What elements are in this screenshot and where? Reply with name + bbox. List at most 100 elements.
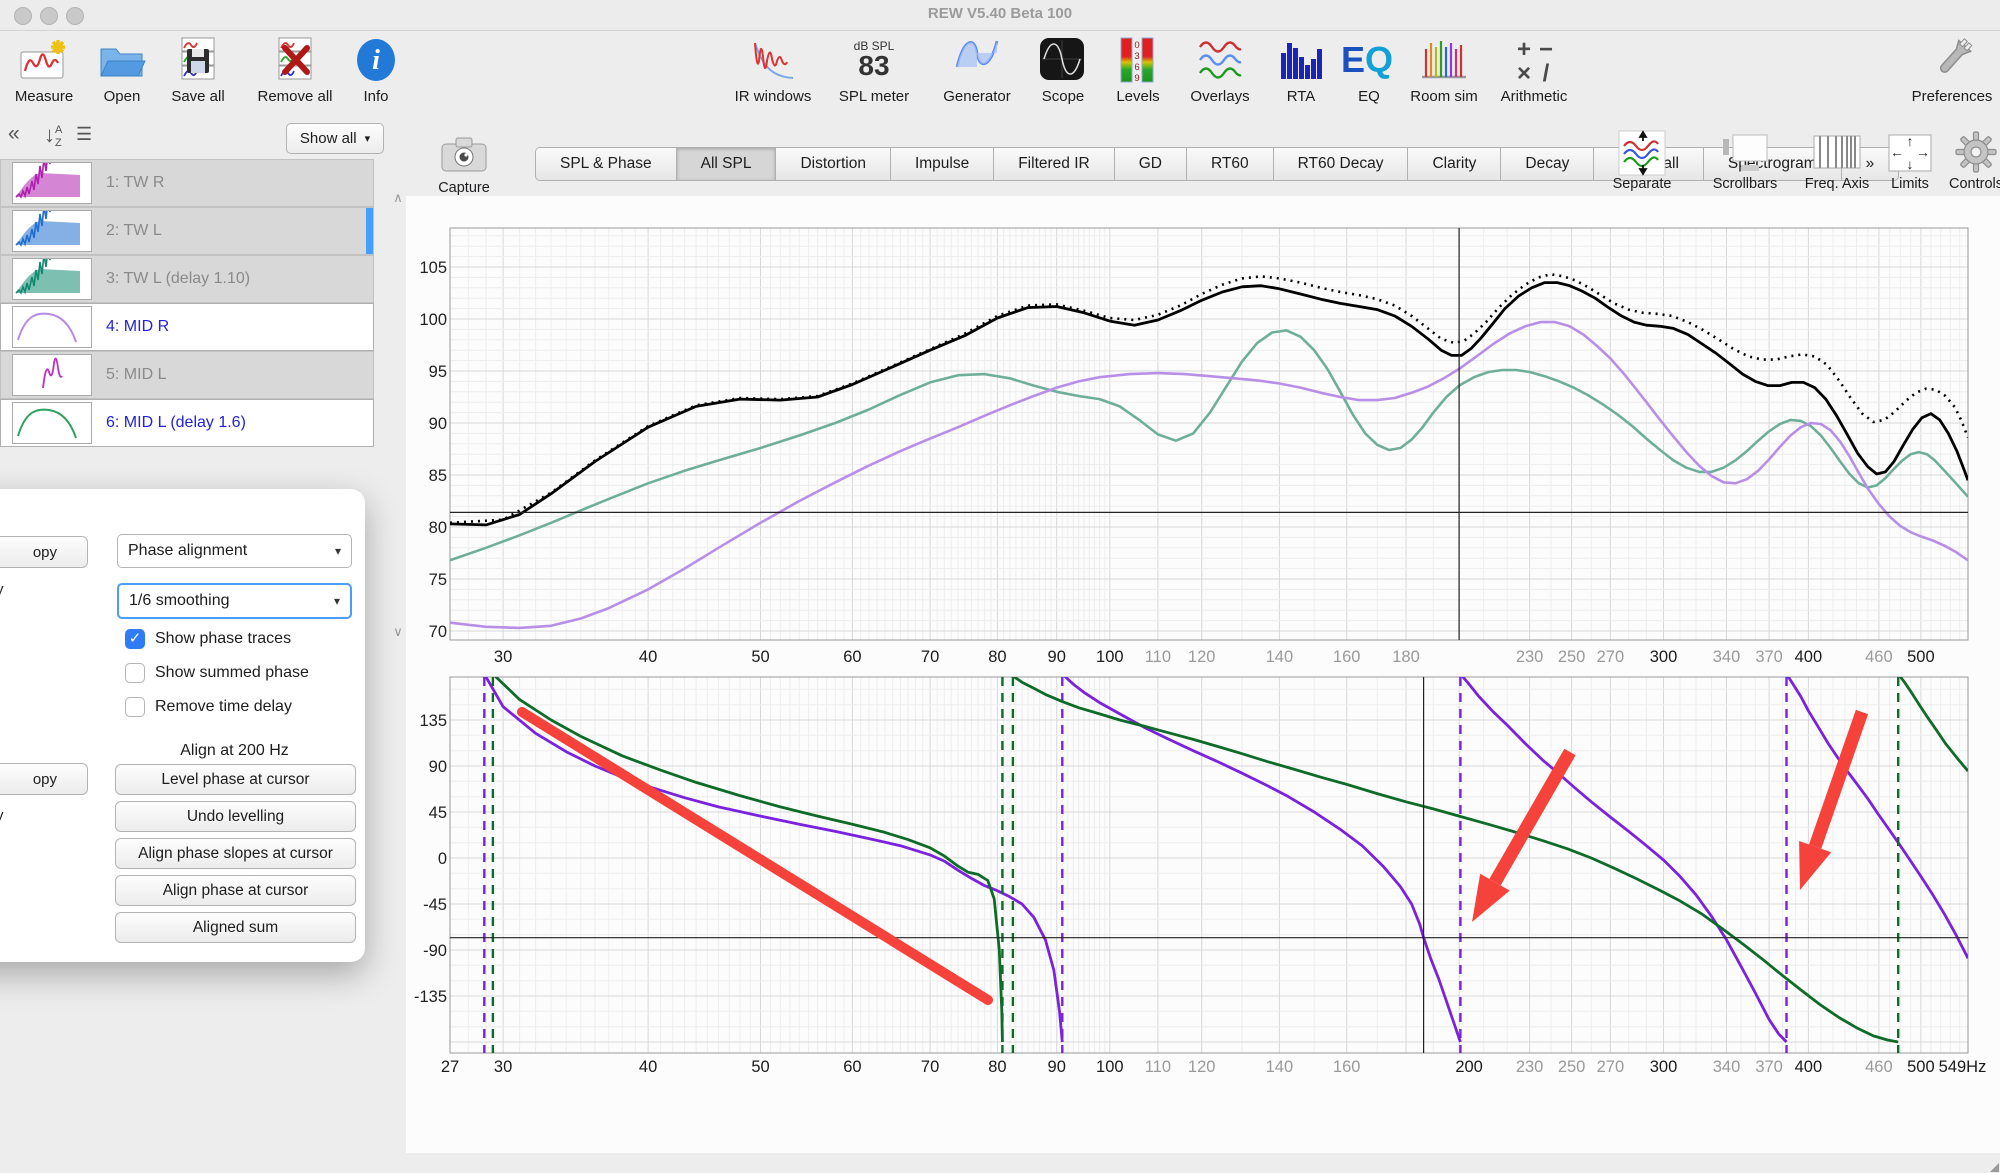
- svg-text:30: 30: [494, 1058, 512, 1076]
- tool-scrollbars[interactable]: Scrollbars: [1693, 130, 1797, 192]
- measurement-row-6[interactable]: 6: MID L (delay 1.6): [0, 399, 374, 447]
- toolbar-item-label: Preferences: [1911, 88, 1993, 105]
- tab-all-spl[interactable]: All SPL: [675, 147, 776, 181]
- measurement-row-4[interactable]: 4: MID R: [0, 303, 374, 351]
- toolbar-item-label: Info: [363, 88, 389, 105]
- svg-text:250: 250: [1558, 648, 1586, 666]
- svg-text:80: 80: [429, 519, 447, 537]
- checkbox-box[interactable]: [125, 697, 145, 717]
- svg-text:80: 80: [988, 1058, 1006, 1076]
- svg-text:40: 40: [639, 648, 657, 666]
- toolbar-item-save-all[interactable]: Save all: [143, 34, 253, 110]
- resize-grip[interactable]: [1990, 1163, 1999, 1172]
- tab-impulse[interactable]: Impulse: [889, 147, 994, 181]
- checkbox-remove-time-delay[interactable]: Remove time delay: [125, 697, 292, 717]
- svg-text:460: 460: [1865, 648, 1893, 666]
- svg-text:500: 500: [1907, 1058, 1935, 1076]
- svg-text:0: 0: [1134, 40, 1139, 51]
- checkbox-box[interactable]: ✓: [125, 629, 145, 649]
- svg-text:140: 140: [1266, 1058, 1294, 1076]
- scroll-up-icon[interactable]: ∧: [393, 190, 403, 205]
- collapse-sidebar-icon[interactable]: «: [8, 122, 20, 145]
- checkbox-show-summed-phase[interactable]: Show summed phase: [125, 663, 309, 683]
- panel-button-level-phase-at-cursor[interactable]: Level phase at cursor: [115, 764, 356, 795]
- copy-button-2[interactable]: opy: [0, 763, 88, 795]
- tool-controls[interactable]: Controls: [1924, 130, 2000, 192]
- copy-button[interactable]: opy: [0, 536, 88, 568]
- toolbar-item-info[interactable]: i Info: [321, 34, 431, 110]
- tab-clarity[interactable]: Clarity: [1407, 147, 1501, 181]
- panel-button-align-phase-slopes-at-cursor[interactable]: Align phase slopes at cursor: [115, 838, 356, 869]
- svg-text:340: 340: [1713, 1058, 1741, 1076]
- toolbar-item-overlays[interactable]: Overlays: [1165, 34, 1275, 110]
- toolbar-item-label: Remove all: [257, 88, 333, 105]
- tool-limits[interactable]: ↑ ← → ↓ Limits: [1858, 130, 1962, 192]
- mode-dropdown[interactable]: Phase alignment ▾: [117, 534, 352, 568]
- scroll-down-icon[interactable]: ∨: [393, 624, 403, 639]
- tab-filtered-ir[interactable]: Filtered IR: [993, 147, 1114, 181]
- capture-button[interactable]: Capture: [424, 134, 504, 196]
- measurement-row-5[interactable]: 5: MID L: [0, 351, 374, 399]
- toolbar-item-label: Save all: [171, 88, 225, 105]
- svg-text:95: 95: [429, 363, 447, 381]
- smoothing-dropdown-value: 1/6 smoothing: [129, 592, 230, 609]
- svg-text:110: 110: [1145, 1058, 1171, 1076]
- save-all-icon: [143, 34, 253, 86]
- right-tool-label: Separate: [1612, 176, 1672, 192]
- show-all-label: Show all: [299, 130, 357, 147]
- show-all-dropdown[interactable]: Show all ▾: [286, 123, 384, 154]
- toolbar-item-label: Arithmetic: [1500, 88, 1568, 105]
- toolbar-item-spl-meter[interactable]: dB SPL 83 SPL meter: [819, 34, 929, 110]
- toolbar-item-eq[interactable]: E Q EQ: [1314, 34, 1424, 110]
- tab-spl-phase[interactable]: SPL & Phase: [535, 147, 676, 181]
- measurement-row-1[interactable]: 1: TW R: [0, 109, 374, 207]
- smoothing-dropdown[interactable]: 1/6 smoothing ▾: [117, 583, 352, 619]
- svg-text:Q: Q: [1365, 39, 1393, 80]
- close-window-button[interactable]: [14, 7, 32, 25]
- svg-text:135: 135: [419, 712, 447, 730]
- svg-text:↑: ↑: [1907, 133, 1914, 149]
- toolbar-item-preferences[interactable]: Preferences: [1897, 34, 2000, 110]
- panel-button-undo-levelling[interactable]: Undo levelling: [115, 801, 356, 832]
- cut-label-2: y: [0, 807, 4, 824]
- svg-text:160: 160: [1333, 648, 1361, 666]
- menu-burger-icon[interactable]: ☰: [76, 124, 93, 144]
- tool-freq-axis[interactable]: Freq. Axis: [1785, 130, 1889, 192]
- panel-button-align-phase-at-cursor[interactable]: Align phase at cursor: [115, 875, 356, 906]
- toolbar-item-label: Room sim: [1410, 88, 1478, 105]
- toolbar-item-rta[interactable]: RTA: [1246, 34, 1356, 110]
- toolbar-item-room-sim[interactable]: Room sim: [1389, 34, 1499, 110]
- checkbox-show-phase-traces[interactable]: ✓ Show phase traces: [125, 629, 291, 649]
- tab-decay[interactable]: Decay: [1500, 147, 1594, 181]
- minimize-window-button[interactable]: [40, 7, 58, 25]
- tab-rt60-decay[interactable]: RT60 Decay: [1272, 147, 1408, 181]
- toolbar-item-arithmetic[interactable]: + − × / Arithmetic: [1479, 34, 1589, 110]
- tab-gd[interactable]: GD: [1113, 147, 1186, 181]
- svg-text:70: 70: [921, 1058, 939, 1076]
- toolbar-item-measure[interactable]: Measure: [0, 34, 99, 110]
- toolbar-item-generator[interactable]: Generator: [922, 34, 1032, 110]
- svg-text:340: 340: [1713, 648, 1741, 666]
- toolbar-item-scope[interactable]: Scope: [1008, 34, 1118, 110]
- panel-button-aligned-sum[interactable]: Aligned sum: [115, 912, 356, 943]
- svg-text:-90: -90: [423, 942, 447, 960]
- svg-text:90: 90: [429, 758, 447, 776]
- scope-icon: [1008, 34, 1118, 86]
- toolbar-item-ir-windows[interactable]: IR windows: [718, 34, 828, 110]
- tab-distortion[interactable]: Distortion: [775, 147, 890, 181]
- svg-text:370: 370: [1755, 1058, 1783, 1076]
- tab-rt60[interactable]: RT60: [1185, 147, 1273, 181]
- checkbox-box[interactable]: [125, 663, 145, 683]
- tool-separate[interactable]: Separate: [1590, 130, 1694, 192]
- toolbar-item-remove-all[interactable]: Remove all: [240, 34, 350, 110]
- svg-text:120: 120: [1188, 1058, 1216, 1076]
- measurement-thumbnail: [12, 109, 92, 204]
- toolbar-item-levels[interactable]: 0 3 6 9 Levels: [1083, 34, 1193, 110]
- toolbar-item-open[interactable]: Open: [67, 34, 177, 110]
- svg-text:9: 9: [1134, 73, 1139, 84]
- sort-icon[interactable]: ↓ A Z: [38, 120, 68, 155]
- zoom-window-button[interactable]: [66, 7, 84, 25]
- measurement-row-2[interactable]: 2: TW L: [0, 157, 374, 255]
- measurement-row-3[interactable]: 3: TW L (delay 1.10): [0, 205, 374, 303]
